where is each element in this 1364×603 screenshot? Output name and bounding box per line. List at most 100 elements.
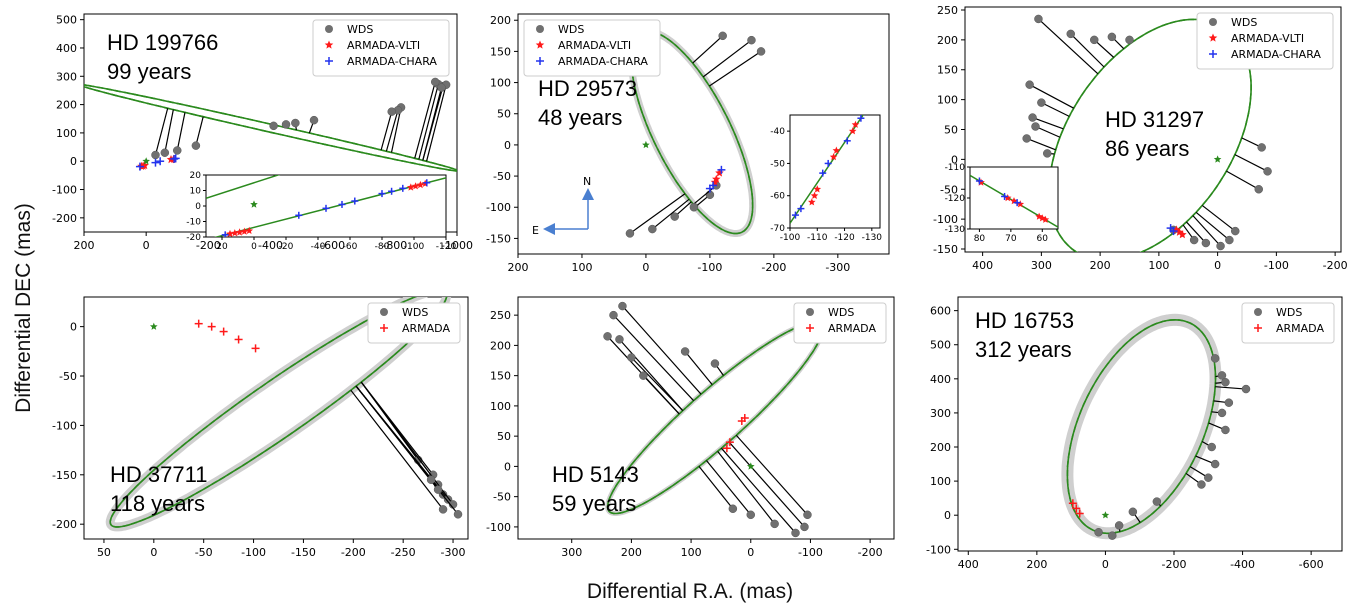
- y-tick-label: 250: [937, 4, 958, 17]
- inset-frame: [789, 114, 881, 229]
- panel-2: 200 100 0 -100 -200 -300 -150 -100 -50 0 50 100 150 2…: [486, 13, 890, 274]
- wds-point: [680, 347, 690, 356]
- legend-wds-marker: [1209, 18, 1217, 26]
- x-tick-label: 50: [97, 546, 111, 559]
- x-tick-label: 100: [1148, 259, 1169, 272]
- y-tick-label: -50: [493, 491, 511, 504]
- x-tick-label: 0: [143, 239, 150, 252]
- x-tick-label: 200: [1026, 558, 1047, 571]
- inset-y-tick-label: 20: [190, 171, 202, 181]
- x-tick-label: 0: [747, 546, 754, 559]
- wds-point: [1231, 226, 1240, 236]
- y-tick-label: 400: [930, 373, 951, 386]
- legend-label: ARMADA-CHARA: [347, 55, 437, 68]
- y-tick-label: -200: [52, 212, 77, 225]
- wds-point: [291, 118, 300, 128]
- wds-point: [453, 510, 463, 519]
- inset: 80 70 60 -130 -120 -110: [945, 163, 1059, 244]
- armada-vlti-point: [715, 168, 724, 177]
- period-label: 59 years: [552, 491, 636, 516]
- wds-point: [151, 150, 160, 160]
- y-tick-label: 0: [504, 139, 511, 152]
- residual-line: [720, 447, 796, 534]
- legend-wds-marker: [325, 25, 333, 33]
- armada-point: [1068, 499, 1077, 508]
- armada-point: [207, 322, 216, 331]
- y-tick-label: 150: [937, 64, 958, 77]
- x-tick-label: -100: [241, 546, 266, 559]
- x-tick-label: 300: [561, 546, 582, 559]
- residual-line: [629, 193, 686, 234]
- y-tick-label: -150: [933, 243, 958, 256]
- y-tick-label: 300: [930, 407, 951, 420]
- armada-vlti-point: [1178, 230, 1187, 239]
- wds-point: [1254, 185, 1263, 194]
- residual-line: [414, 81, 436, 159]
- legend-box: [312, 19, 450, 77]
- inset-chara-point: [221, 231, 229, 237]
- wds-point: [1107, 32, 1117, 42]
- wds-point: [387, 107, 396, 116]
- residual-line: [1035, 125, 1061, 138]
- inset-chara-point: [388, 187, 396, 195]
- x-tick-label: -200: [196, 239, 221, 252]
- wds-point: [1031, 122, 1040, 131]
- primary-star-marker: [1101, 511, 1110, 519]
- x-tick-label: -100: [1264, 259, 1289, 272]
- inset-x-tick-label: -100: [780, 233, 801, 243]
- wds-point: [1034, 14, 1043, 24]
- inset-y-tick-label: -70: [770, 224, 785, 234]
- residual-line: [1226, 170, 1260, 190]
- panel-3: 400 300 200 100 0 -100 -200 -150 -100 -50 0 50 100 15…: [933, 4, 1348, 272]
- residual-line: [385, 110, 399, 152]
- residual-line: [1185, 221, 1207, 244]
- x-tick-label: -400: [258, 239, 283, 252]
- wds-point: [1204, 473, 1213, 482]
- legend-box: [1196, 12, 1334, 70]
- y-tick-label: 0: [70, 155, 77, 168]
- residual-line: [621, 305, 702, 395]
- wds-point: [173, 146, 182, 155]
- y-tick-label: 250: [490, 309, 511, 322]
- wds-point: [1128, 507, 1138, 517]
- inset-vlti-point: [832, 146, 841, 154]
- wds-point: [433, 485, 443, 494]
- wds-point: [438, 505, 448, 514]
- inset-vlti-point: [1016, 200, 1025, 208]
- residual-line: [195, 116, 204, 146]
- orbit-dashed: [606, 321, 824, 515]
- inset-y-tick-label: -50: [770, 159, 785, 169]
- x-tick-label: 400: [972, 259, 993, 272]
- x-tick-label: -400: [1230, 558, 1255, 571]
- legend: WDS ARMADA-VLTI ARMADA-CHARA: [312, 19, 450, 77]
- figure-xlabel: Differential R.A. (mas): [587, 580, 793, 603]
- east-label: E: [532, 224, 539, 237]
- legend-label: ARMADA: [828, 322, 876, 335]
- inset-chara-point: [322, 204, 330, 212]
- inset-orbit-line-upper: [206, 175, 281, 199]
- y-tick-label: -150: [52, 469, 77, 482]
- legend-armada-marker: [806, 324, 814, 332]
- inset-x-tick-label: -80: [375, 242, 390, 252]
- y-tick-label: 600: [930, 305, 951, 318]
- armada-point: [1075, 509, 1084, 518]
- legend-box: [523, 19, 661, 77]
- inset-x-tick-label: -120: [436, 242, 457, 252]
- residual-line: [684, 351, 713, 386]
- residual-line: [1215, 386, 1247, 390]
- residual-line: [360, 381, 454, 505]
- x-tick-label: 100: [571, 261, 592, 274]
- inset-chara-point: [975, 177, 983, 185]
- inset-x-tick-label: -130: [862, 233, 883, 243]
- inset-vlti-point: [851, 120, 860, 128]
- residual-line: [613, 314, 695, 402]
- residual-line: [418, 84, 439, 160]
- y-tick-label: 200: [937, 34, 958, 47]
- plot-content: [105, 297, 463, 532]
- residual-line: [717, 450, 776, 525]
- legend-label: ARMADA-VLTI: [558, 39, 631, 52]
- star-name-label: HD 31297: [1105, 107, 1204, 132]
- wds-point: [1197, 480, 1206, 489]
- residual-line: [698, 465, 734, 510]
- legend-box: [1241, 302, 1335, 344]
